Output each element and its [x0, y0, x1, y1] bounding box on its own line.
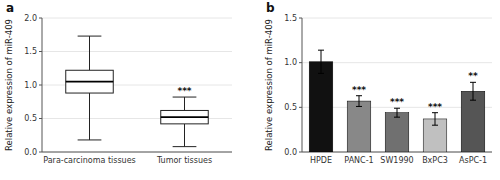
significance-label: *** — [390, 97, 404, 107]
cap-low — [78, 139, 102, 140]
grid-line — [42, 51, 232, 52]
y-axis — [302, 18, 303, 152]
panel-label: a — [6, 1, 14, 15]
y-axis-label: Relative expression of miR-409 — [4, 19, 14, 151]
x-tick-label: HPDE — [310, 156, 332, 165]
marks — [309, 50, 485, 152]
error-cap — [432, 112, 438, 113]
error-cap — [318, 73, 324, 74]
y-tick-label: 0.0 — [24, 148, 37, 157]
whisker-high — [89, 36, 90, 70]
panel-label: b — [266, 1, 275, 15]
error-bar — [318, 50, 324, 73]
x-tick-label: Para-carcinoma tissues — [43, 156, 136, 165]
bar — [385, 113, 409, 152]
whisker-high — [184, 97, 185, 110]
y-tick-label: 1.0 — [24, 81, 37, 90]
figure: 0.0 0.5 1.0 1.5 2.0 Para-carcinoma tissues Tum… — [0, 0, 500, 180]
error-cap — [356, 106, 362, 107]
median — [66, 81, 114, 83]
box — [161, 97, 209, 147]
bar — [347, 101, 371, 152]
error-cap — [356, 95, 362, 96]
error-bar — [470, 82, 476, 100]
error-cap — [318, 50, 324, 51]
y-tick-label: 1.5 — [284, 14, 297, 23]
x-tick-label: AsPC-1 — [459, 156, 487, 165]
cap-high — [78, 36, 102, 37]
error-line — [473, 82, 474, 100]
y-tick-label: 1.5 — [24, 47, 37, 56]
grid-line — [42, 18, 232, 19]
x-tick-label: PANC-1 — [344, 156, 373, 165]
error-cap — [394, 117, 400, 118]
y-tick-label: 0.5 — [284, 103, 297, 112]
error-cap — [470, 100, 476, 101]
grid-line — [42, 152, 232, 153]
y-tick-label: 1.0 — [284, 58, 297, 67]
significance-label: *** — [177, 86, 191, 96]
error-bar — [394, 108, 400, 117]
error-bar — [356, 96, 362, 107]
x-tick-label: Tumor tissues — [156, 156, 212, 165]
background — [0, 0, 500, 180]
cap-low — [173, 146, 197, 147]
panel: 0.0 0.5 1.0 1.5 HPDE PANC-1 SW1990 BxPC3 AsPC-1 R… — [264, 1, 492, 165]
whisker-low — [184, 124, 185, 147]
error-cap — [394, 108, 400, 109]
error-line — [397, 108, 398, 117]
x-axis — [42, 152, 232, 153]
significance-label: ** — [468, 71, 478, 81]
x-tick-label: BxPC3 — [422, 156, 448, 165]
error-cap — [470, 82, 476, 83]
marks — [66, 36, 209, 147]
y-tick-label: 2.0 — [24, 14, 37, 23]
y-axis-label: Relative expression of miR-409 — [264, 19, 274, 151]
error-bar — [432, 113, 438, 126]
error-cap — [432, 125, 438, 126]
bar — [461, 91, 485, 152]
y-tick-label: 0.0 — [284, 148, 297, 157]
significance-label: *** — [428, 102, 442, 112]
bar — [309, 62, 333, 152]
x-tick-label: SW1990 — [380, 156, 413, 165]
grid-line — [302, 18, 492, 19]
median — [161, 116, 209, 118]
box-body — [66, 70, 114, 93]
error-line — [321, 50, 322, 73]
y-tick-label: 0.5 — [24, 114, 37, 123]
y-axis — [42, 18, 43, 152]
box-body — [161, 110, 209, 123]
significance-label: *** — [352, 85, 366, 95]
error-line — [435, 113, 436, 126]
whisker-low — [89, 93, 90, 140]
panel: 0.0 0.5 1.0 1.5 2.0 Para-carcinoma tissues Tum… — [4, 1, 232, 165]
cap-high — [173, 97, 197, 98]
error-line — [359, 96, 360, 107]
box — [66, 36, 114, 140]
